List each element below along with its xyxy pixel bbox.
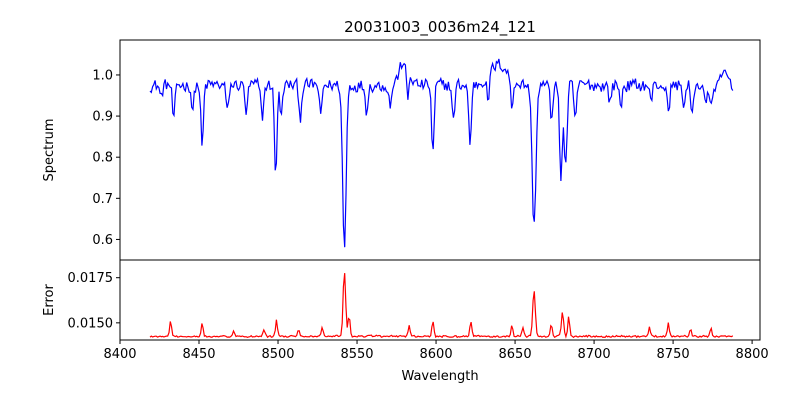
x-tick-label: 8700 <box>578 347 611 362</box>
error-panel: 0.0150 0.0175 Error <box>42 259 761 341</box>
spectrum-y-tick-label: 0.8 <box>92 151 113 166</box>
error-series-line <box>149 273 734 339</box>
error-y-tick-label: 0.0150 <box>68 316 114 331</box>
x-tick-label: 8650 <box>499 347 532 362</box>
x-axis-label: Wavelength <box>401 369 478 384</box>
x-tick-label: 8450 <box>182 347 215 362</box>
spectrum-series-line <box>149 58 734 248</box>
spectrum-y-tick-label: 1.0 <box>92 68 113 83</box>
spectrum-y-tick-label: 0.6 <box>92 233 113 248</box>
x-tick-label: 8550 <box>340 347 373 362</box>
x-tick-label: 8800 <box>736 347 769 362</box>
x-tick-label: 8750 <box>657 347 690 362</box>
spectrum-y-tick-label: 0.9 <box>92 110 113 125</box>
x-axis-ticks: 8400 8450 8500 8550 8600 8650 8700 8750 8800 <box>103 340 769 362</box>
spectrum-panel: 0.6 0.7 0.8 0.9 1.0 Spectrum <box>42 39 761 261</box>
spectrum-axes-frame <box>119 39 761 261</box>
error-axes-frame <box>119 259 761 341</box>
error-y-ticks: 0.0150 0.0175 <box>68 271 120 331</box>
spectrum-y-ticks: 0.6 0.7 0.8 0.9 1.0 <box>92 68 120 248</box>
chart-title: 20031003_0036m24_121 <box>344 18 536 37</box>
spectrum-y-axis-label: Spectrum <box>42 119 57 182</box>
x-tick-label: 8400 <box>103 347 136 362</box>
x-tick-label: 8500 <box>261 347 294 362</box>
error-y-tick-label: 0.0175 <box>68 271 114 286</box>
error-y-axis-label: Error <box>42 284 57 316</box>
spectrum-y-tick-label: 0.7 <box>92 192 113 207</box>
x-tick-label: 8600 <box>420 347 453 362</box>
